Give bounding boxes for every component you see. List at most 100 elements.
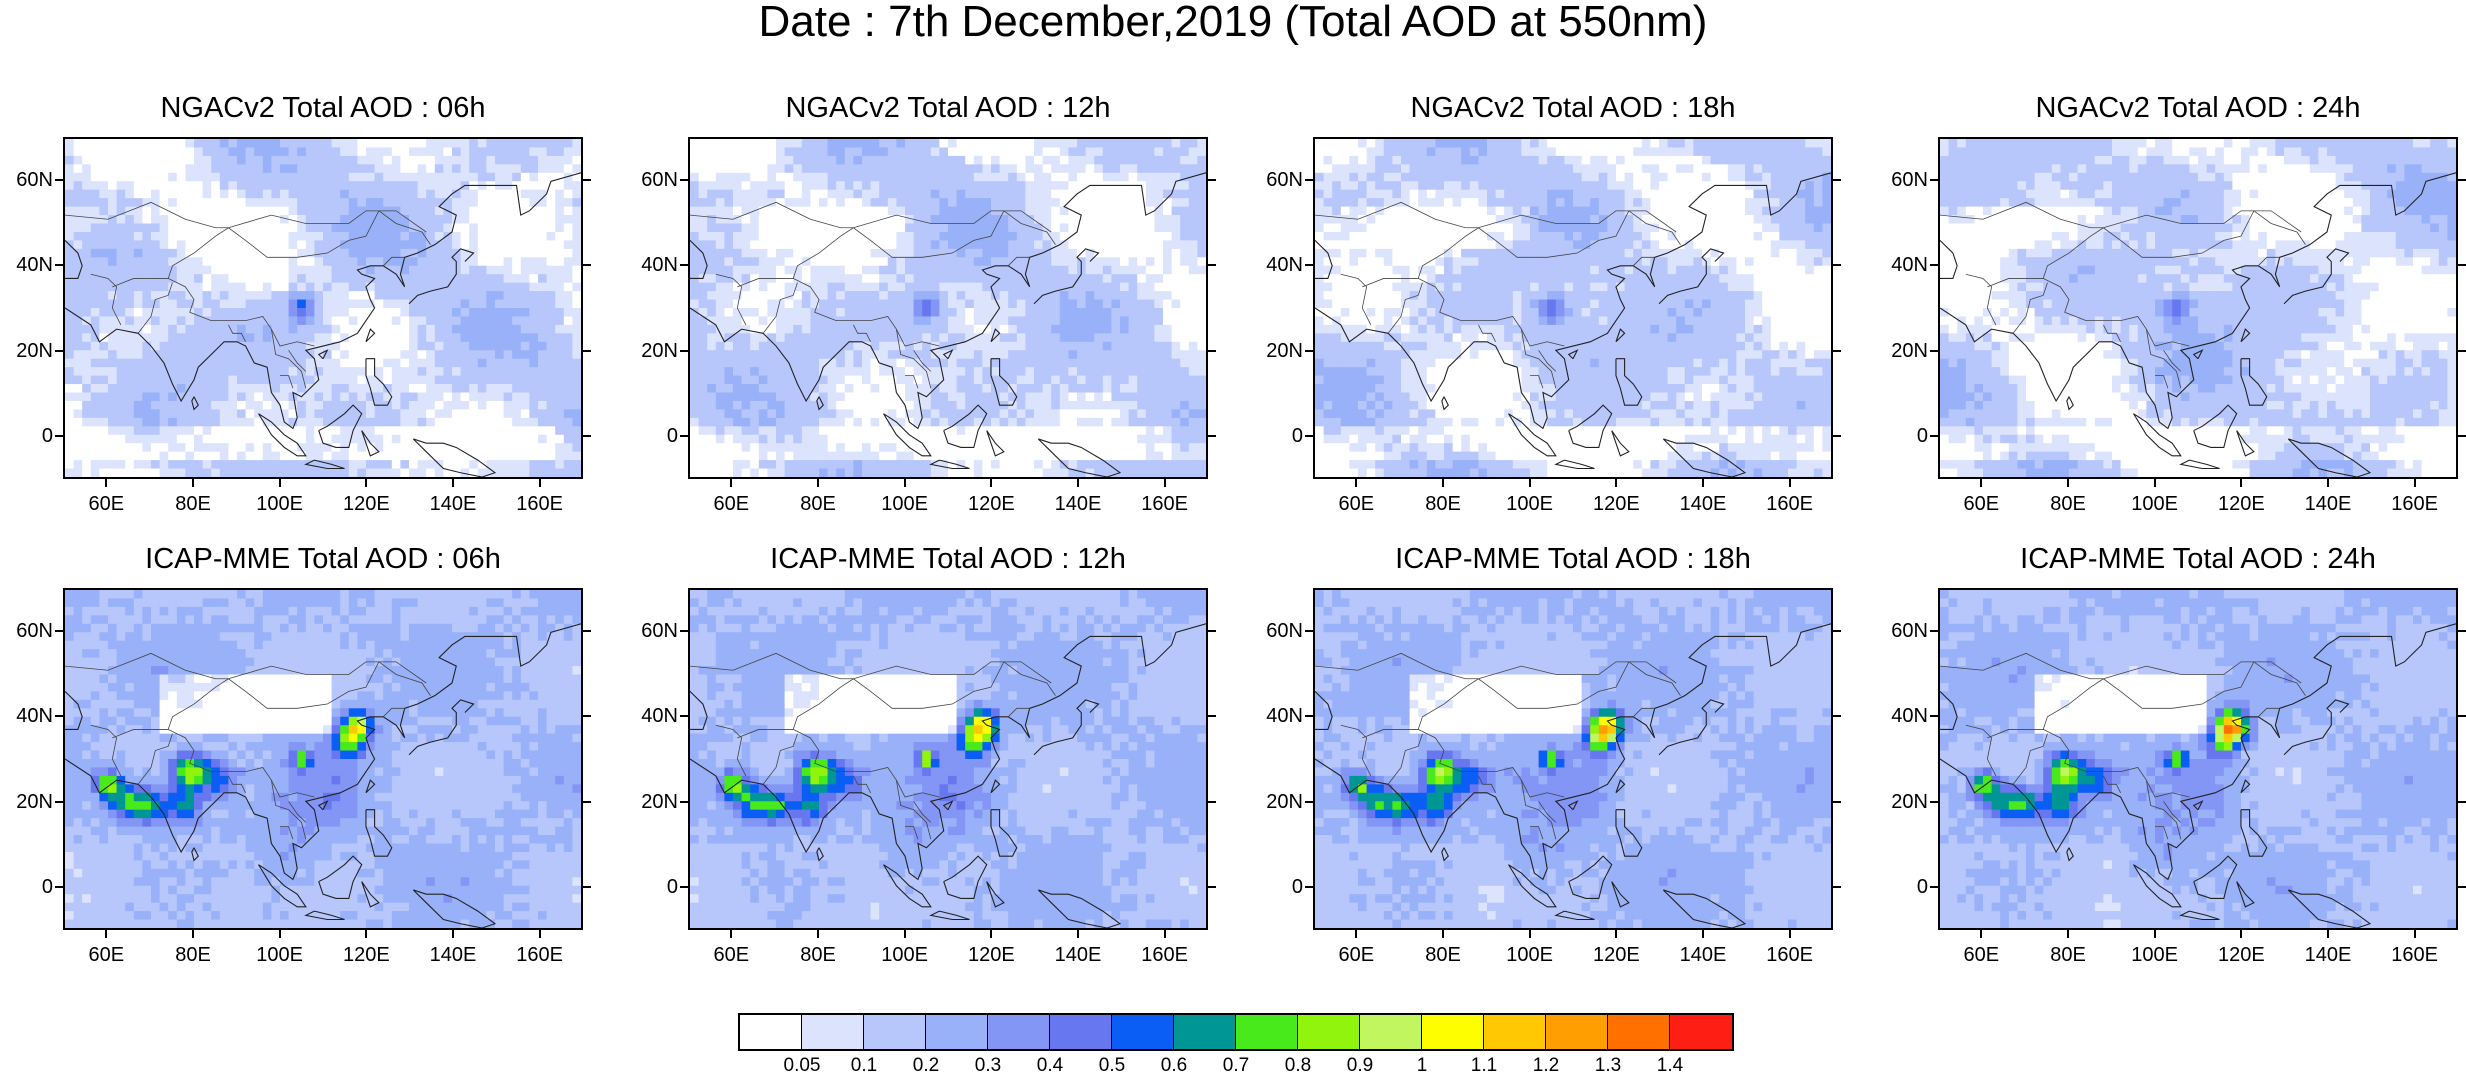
panel-title: ICAP-MME Total AOD : 06h bbox=[63, 544, 583, 574]
lat-tick bbox=[1305, 264, 1313, 266]
lat-tick bbox=[1305, 715, 1313, 717]
lat-tick bbox=[583, 886, 591, 888]
lat-tick bbox=[2458, 801, 2466, 803]
lon-tick bbox=[1077, 930, 1079, 938]
colorbar-swatch bbox=[988, 1015, 1050, 1049]
aod-map bbox=[63, 137, 583, 479]
lon-tick-label: 140E bbox=[1668, 945, 1738, 965]
lat-tick-label: 0 bbox=[622, 877, 678, 897]
lat-tick-label: 0 bbox=[1872, 877, 1928, 897]
lat-tick-label: 40N bbox=[1247, 706, 1303, 726]
panel-title: NGACv2 Total AOD : 24h bbox=[1938, 93, 2458, 123]
lat-tick bbox=[55, 801, 63, 803]
aod-map bbox=[688, 137, 1208, 479]
lon-tick-label: 160E bbox=[2380, 494, 2450, 514]
colorbar-swatch bbox=[1484, 1015, 1546, 1049]
lon-tick-label: 60E bbox=[1946, 945, 2016, 965]
lat-tick bbox=[1930, 435, 1938, 437]
lat-tick bbox=[2458, 435, 2466, 437]
lon-tick bbox=[904, 479, 906, 487]
lon-tick bbox=[192, 930, 194, 938]
lon-tick-label: 100E bbox=[870, 945, 940, 965]
lon-tick bbox=[990, 930, 992, 938]
lon-tick-label: 140E bbox=[2293, 945, 2363, 965]
lon-tick bbox=[2240, 479, 2242, 487]
panel-title: ICAP-MME Total AOD : 12h bbox=[688, 544, 1208, 574]
lon-tick-label: 140E bbox=[1668, 494, 1738, 514]
lon-tick-label: 140E bbox=[1043, 945, 1113, 965]
lon-tick-label: 120E bbox=[331, 494, 401, 514]
lon-tick bbox=[539, 479, 541, 487]
lat-tick bbox=[1208, 715, 1216, 717]
lon-tick bbox=[192, 479, 194, 487]
panel-title: NGACv2 Total AOD : 06h bbox=[63, 93, 583, 123]
colorbar-swatch bbox=[1236, 1015, 1298, 1049]
lat-tick bbox=[1930, 264, 1938, 266]
lon-tick bbox=[1442, 479, 1444, 487]
colorbar-label: 1.1 bbox=[1454, 1056, 1514, 1076]
lat-tick bbox=[1305, 630, 1313, 632]
lat-tick-label: 60N bbox=[1247, 170, 1303, 190]
colorbar-label: 0.3 bbox=[958, 1056, 1018, 1076]
lat-tick-label: 60N bbox=[0, 170, 53, 190]
lon-tick bbox=[1355, 930, 1357, 938]
lat-tick bbox=[680, 179, 688, 181]
lon-tick bbox=[1077, 479, 1079, 487]
lon-tick bbox=[2327, 479, 2329, 487]
lon-tick bbox=[1615, 930, 1617, 938]
lon-tick bbox=[452, 930, 454, 938]
lat-tick bbox=[2458, 264, 2466, 266]
aod-map bbox=[1938, 588, 2458, 930]
colorbar-label: 0.6 bbox=[1144, 1056, 1204, 1076]
lat-tick bbox=[1305, 350, 1313, 352]
aod-field bbox=[1940, 139, 2456, 477]
colorbar-swatch bbox=[1360, 1015, 1422, 1049]
colorbar-swatch bbox=[1298, 1015, 1360, 1049]
lat-tick-label: 0 bbox=[1872, 426, 1928, 446]
lon-tick bbox=[1789, 479, 1791, 487]
lon-tick bbox=[1980, 479, 1982, 487]
panel-title: NGACv2 Total AOD : 18h bbox=[1313, 93, 1833, 123]
lat-tick bbox=[1833, 350, 1841, 352]
aod-map bbox=[1313, 137, 1833, 479]
lon-tick-label: 80E bbox=[2033, 945, 2103, 965]
lat-tick-label: 40N bbox=[1247, 255, 1303, 275]
lon-tick-label: 100E bbox=[2120, 494, 2190, 514]
lon-tick bbox=[365, 930, 367, 938]
lon-tick bbox=[1789, 930, 1791, 938]
lon-tick bbox=[2067, 479, 2069, 487]
lon-tick bbox=[1702, 479, 1704, 487]
lon-tick-label: 160E bbox=[1755, 494, 1825, 514]
lat-tick bbox=[55, 886, 63, 888]
colorbar-label: 0.9 bbox=[1330, 1056, 1390, 1076]
panel-title: ICAP-MME Total AOD : 24h bbox=[1938, 544, 2458, 574]
lat-tick bbox=[2458, 179, 2466, 181]
lon-tick bbox=[904, 930, 906, 938]
lon-tick-label: 140E bbox=[418, 494, 488, 514]
lon-tick-label: 120E bbox=[956, 945, 1026, 965]
figure-title: Date : 7th December,2019 (Total AOD at 5… bbox=[0, 0, 2466, 44]
lat-tick-label: 40N bbox=[1872, 255, 1928, 275]
aod-field bbox=[65, 590, 581, 928]
lon-tick bbox=[1980, 930, 1982, 938]
lon-tick-label: 160E bbox=[1130, 494, 1200, 514]
lon-tick-label: 60E bbox=[1946, 494, 2016, 514]
colorbar-label: 0.4 bbox=[1020, 1056, 1080, 1076]
lat-tick bbox=[1833, 801, 1841, 803]
colorbar-swatch bbox=[1670, 1015, 1732, 1049]
aod-field bbox=[690, 590, 1206, 928]
lat-tick bbox=[1930, 350, 1938, 352]
lat-tick bbox=[55, 179, 63, 181]
lon-tick bbox=[2414, 479, 2416, 487]
lat-tick bbox=[680, 350, 688, 352]
lon-tick-label: 160E bbox=[505, 945, 575, 965]
lat-tick bbox=[583, 715, 591, 717]
lat-tick bbox=[1305, 801, 1313, 803]
aod-field bbox=[65, 139, 581, 477]
lat-tick bbox=[680, 715, 688, 717]
lat-tick bbox=[55, 350, 63, 352]
lon-tick bbox=[1164, 930, 1166, 938]
lat-tick-label: 20N bbox=[1247, 341, 1303, 361]
lat-tick-label: 20N bbox=[622, 341, 678, 361]
colorbar-label: 1.3 bbox=[1578, 1056, 1638, 1076]
